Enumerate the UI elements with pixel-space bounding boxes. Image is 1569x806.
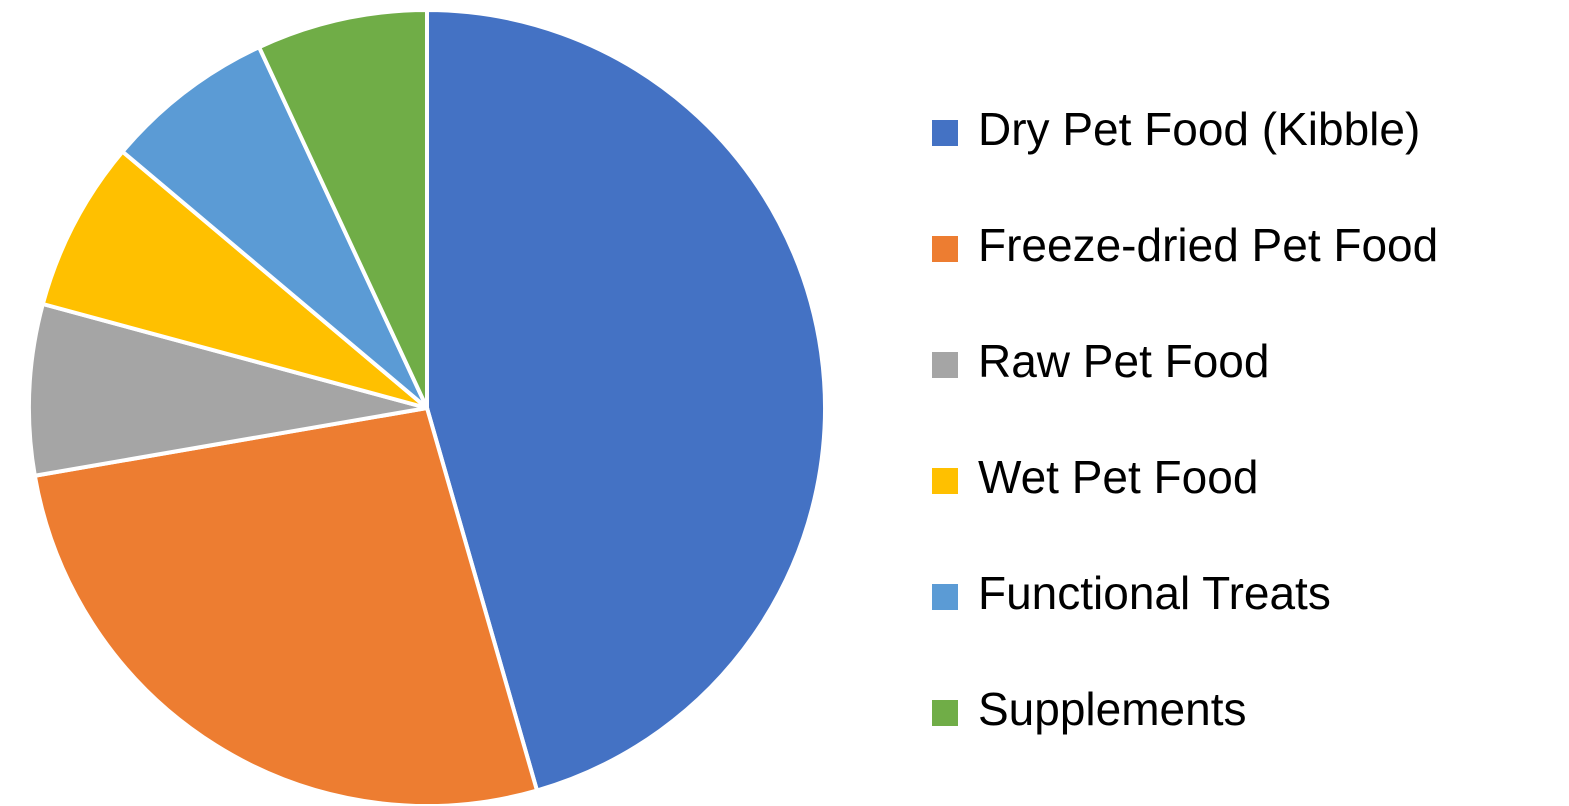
legend-swatch xyxy=(932,468,958,494)
legend-label: Freeze-dried Pet Food xyxy=(978,219,1438,271)
legend-label: Functional Treats xyxy=(978,567,1331,619)
legend-label: Supplements xyxy=(978,683,1247,735)
pie-slice xyxy=(40,149,429,410)
legend-label: Wet Pet Food xyxy=(978,451,1258,503)
pie-slice xyxy=(257,8,429,410)
pie-slice xyxy=(27,301,429,478)
pie-slice xyxy=(120,45,429,410)
legend-label: Raw Pet Food xyxy=(978,335,1269,387)
legend-swatch xyxy=(932,584,958,610)
legend-swatch xyxy=(932,236,958,262)
pie-slice xyxy=(425,8,827,793)
legend-swatch xyxy=(932,120,958,146)
legend-swatch xyxy=(932,700,958,726)
legend-label: Dry Pet Food (Kibble) xyxy=(978,103,1420,155)
legend-swatch xyxy=(932,352,958,378)
pie-slice xyxy=(32,406,539,806)
